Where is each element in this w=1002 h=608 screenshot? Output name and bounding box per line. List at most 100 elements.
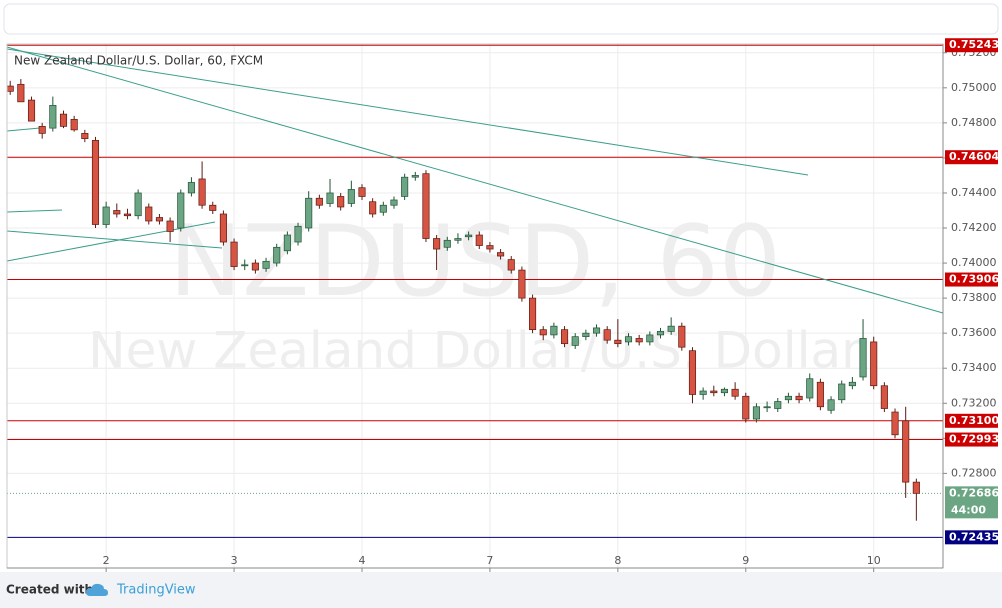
candle-body (859, 338, 867, 378)
candle-body (827, 399, 835, 411)
candle-body (475, 234, 483, 246)
candle-body (731, 388, 739, 397)
candle-body (454, 238, 462, 241)
candle-body (529, 297, 537, 331)
candle-body (592, 327, 601, 334)
x-tick-label: 3 (231, 554, 238, 567)
candle-body (241, 264, 249, 267)
candle-body (582, 332, 590, 338)
candle-body (187, 182, 195, 194)
candle-body (102, 206, 110, 225)
x-tick-label: 10 (867, 554, 881, 567)
x-tick-label: 9 (742, 554, 749, 567)
candle-body (443, 239, 451, 248)
candles-layer (6, 79, 920, 521)
candle-body (59, 113, 68, 127)
level-label: 0.72993 (949, 433, 999, 446)
footer-prefix: Created with (6, 583, 93, 597)
candle-body (283, 234, 291, 252)
candle-body (763, 406, 771, 409)
candle-body (656, 331, 665, 336)
trend-line (6, 209, 63, 213)
candle-body (198, 178, 206, 206)
candle-body (806, 378, 814, 399)
y-tick-label: 0.74200 (951, 221, 997, 234)
candle-body (251, 262, 259, 271)
level-label: 0.74604 (949, 150, 999, 163)
level-label: 0.75243 (949, 38, 999, 51)
candle-body (507, 259, 515, 271)
brand-icon (86, 583, 108, 596)
candle-body (219, 213, 227, 243)
y-tick-label: 0.75000 (951, 81, 997, 94)
candle-body (891, 411, 899, 436)
candle-body (411, 175, 419, 178)
trend-line (6, 48, 809, 176)
candle-body (497, 252, 505, 257)
candle-body (795, 395, 803, 401)
candle-body (113, 210, 121, 215)
candle-body (390, 199, 398, 206)
candle-body (902, 420, 910, 483)
candle-body (17, 83, 25, 103)
candle-body (305, 197, 313, 229)
level-label-box (945, 150, 998, 165)
candle-body (230, 241, 238, 267)
candle-body (870, 341, 878, 387)
candle-body (912, 481, 920, 494)
trend-line (6, 230, 223, 249)
footer-brand[interactable]: TradingView (116, 583, 196, 598)
trend-line (6, 46, 944, 314)
last-price-label: 0.72686 (949, 486, 999, 499)
candle-body (379, 204, 387, 213)
candle-body (710, 390, 718, 394)
candle-body (294, 225, 302, 243)
candle-body (838, 383, 846, 401)
footer-bar (0, 572, 1002, 608)
candle-body (70, 119, 78, 131)
candle-body (603, 329, 611, 341)
candle-body (91, 140, 100, 225)
candle-body (369, 201, 377, 215)
y-tick-label: 0.74400 (951, 186, 997, 199)
candle-body (518, 269, 526, 299)
candle-body (688, 350, 697, 395)
candle-body (624, 336, 633, 343)
candle-body (347, 189, 355, 204)
candle-body (848, 381, 856, 387)
trend-line (6, 127, 41, 132)
candle-body (816, 381, 824, 408)
candle-body (465, 234, 473, 238)
y-tick-label: 0.74800 (951, 116, 997, 129)
candle-body (486, 245, 494, 250)
candle-body (784, 395, 792, 401)
candle-body (561, 329, 569, 345)
candle-body (667, 325, 675, 332)
watermark-subtitle: New Zealand Dollar/U.S. Dollar (88, 322, 862, 380)
candle-body (315, 197, 323, 206)
y-tick-label: 0.73400 (951, 361, 997, 374)
y-tick-label: 0.72800 (951, 466, 997, 479)
candle-body (134, 192, 142, 217)
candle-body (38, 126, 46, 134)
candle-body (209, 204, 217, 211)
candle-body (27, 99, 36, 122)
candle-body (123, 213, 132, 217)
level-label: 0.73906 (949, 273, 999, 286)
candle-body (401, 176, 409, 197)
candle-body (422, 173, 430, 239)
candle-body (262, 260, 270, 269)
candle-body (6, 85, 14, 92)
level-label-box (945, 272, 998, 287)
candle-body (646, 334, 654, 343)
candle-body (880, 385, 888, 409)
candle-body (145, 206, 153, 222)
candle-body (81, 133, 89, 139)
last-price-box (945, 486, 998, 519)
x-tick-label: 7 (486, 554, 493, 567)
level-label-box (945, 38, 998, 53)
y-tick-label: 0.74000 (951, 256, 997, 269)
watermark: NZDUSD, 60 (169, 205, 781, 319)
